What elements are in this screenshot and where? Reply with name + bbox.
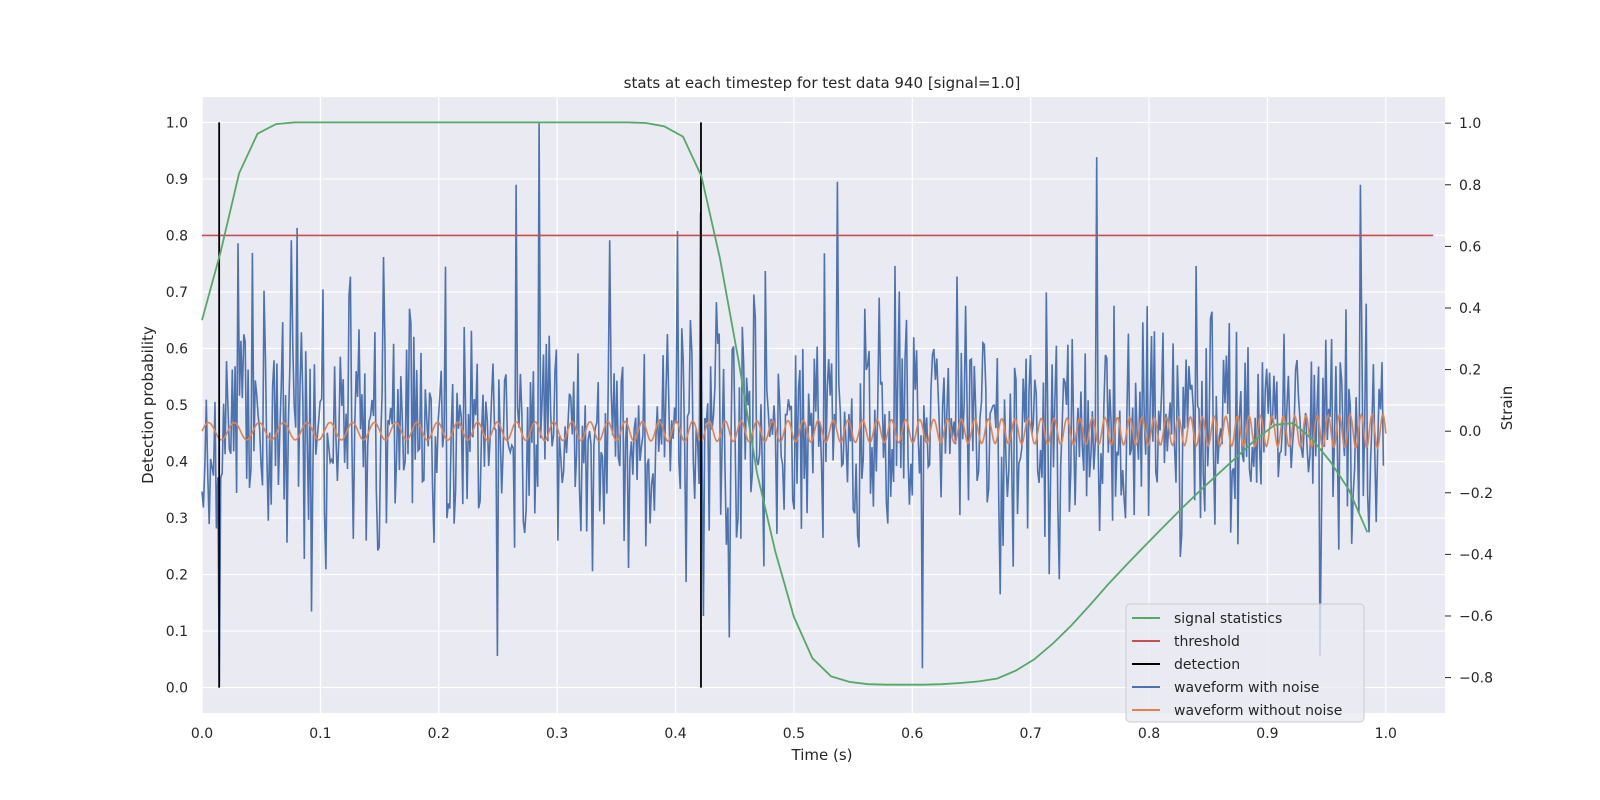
y-tick-label-right: −0.4 bbox=[1459, 547, 1493, 563]
series-layer bbox=[201, 121, 1434, 688]
x-tick-label: 0.7 bbox=[1020, 726, 1042, 742]
legend-label: threshold bbox=[1174, 634, 1240, 650]
y-tick-label-right: −0.8 bbox=[1459, 671, 1493, 687]
y-tick-label-left: 0.5 bbox=[166, 398, 188, 414]
x-axis-title: Time (s) bbox=[791, 746, 853, 764]
y-tick-label-right: 1.0 bbox=[1459, 116, 1481, 132]
legend: signal statistics threshold detection wavef… bbox=[1125, 603, 1365, 723]
y-axis-right: −0.8 −0.6 −0.4 −0.2 0.0 0.2 0.4 0.6 0.8 1.0 bbox=[1445, 116, 1493, 687]
y-tick-label-left: 1.0 bbox=[166, 115, 188, 131]
y-tick-label-left: 0.7 bbox=[166, 285, 188, 301]
x-tick-label: 0.0 bbox=[191, 726, 213, 742]
legend-label: signal statistics bbox=[1174, 611, 1282, 627]
legend-label: waveform with noise bbox=[1174, 680, 1319, 696]
y-tick-label-left: 0.3 bbox=[166, 511, 188, 527]
y-tick-label-left: 0.8 bbox=[166, 228, 188, 244]
legend-label: detection bbox=[1174, 657, 1240, 673]
legend-box bbox=[1125, 603, 1365, 723]
series-waveform-without-noise bbox=[201, 412, 1387, 450]
y-tick-label-right: −0.2 bbox=[1459, 486, 1493, 502]
x-tick-label: 1.0 bbox=[1375, 726, 1397, 742]
y-axis-left-title: Detection probability bbox=[139, 326, 157, 484]
x-tick-label: 0.6 bbox=[901, 726, 923, 742]
y-tick-label-right: 0.2 bbox=[1459, 363, 1481, 379]
y-tick-label-left: 0.6 bbox=[166, 341, 188, 357]
x-tick-label: 0.8 bbox=[1138, 726, 1160, 742]
y-tick-label-left: 0.2 bbox=[166, 568, 188, 584]
y-tick-label-left: 0.1 bbox=[166, 624, 188, 640]
y-axis-right-title: Strain bbox=[1498, 386, 1516, 430]
x-tick-label: 0.2 bbox=[428, 726, 450, 742]
series-signal-statistics bbox=[201, 121, 1369, 686]
x-tick-label: 0.5 bbox=[783, 726, 805, 742]
y-tick-label-right: 0.6 bbox=[1459, 239, 1481, 255]
y-tick-label-right: 0.4 bbox=[1459, 301, 1481, 317]
y-tick-label-right: 0.0 bbox=[1459, 424, 1481, 440]
x-tick-label: 0.9 bbox=[1256, 726, 1278, 742]
y-tick-label-right: −0.6 bbox=[1459, 609, 1493, 625]
y-tick-label-right: 0.8 bbox=[1459, 178, 1481, 194]
x-tick-label: 0.1 bbox=[309, 726, 331, 742]
chart-title: stats at each timestep for test data 940… bbox=[624, 74, 1021, 92]
y-tick-label-left: 0.4 bbox=[166, 455, 188, 471]
x-axis: 0.0 0.1 0.2 0.3 0.4 0.5 0.6 0.7 0.8 0.9 1.0 bbox=[191, 726, 1397, 742]
y-tick-label-left: 0.9 bbox=[166, 172, 188, 188]
y-tick-label-left: 0.0 bbox=[166, 681, 188, 697]
x-tick-label: 0.4 bbox=[664, 726, 686, 742]
legend-label: waveform without noise bbox=[1174, 703, 1342, 719]
x-tick-label: 0.3 bbox=[546, 726, 568, 742]
y-axis-left: 0.0 0.1 0.2 0.3 0.4 0.5 0.6 0.7 0.8 0.9 1.0 bbox=[166, 115, 188, 696]
series-waveform-with-noise bbox=[201, 123, 1385, 687]
